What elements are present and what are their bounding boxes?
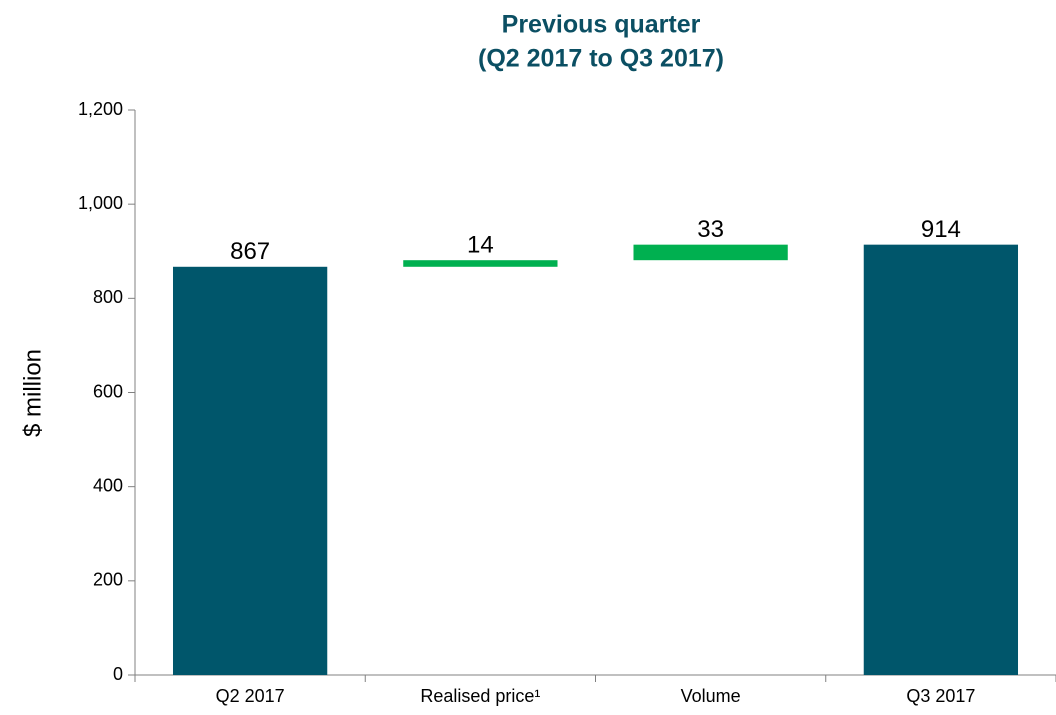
bar	[172, 266, 328, 675]
x-tick-label: Realised price¹	[420, 686, 540, 706]
y-tick-label: 1,000	[78, 193, 123, 213]
chart-subtitle: (Q2 2017 to Q3 2017)	[478, 45, 724, 73]
y-tick-label: 800	[93, 287, 123, 307]
bar	[633, 244, 788, 261]
y-tick-label: 0	[113, 664, 123, 684]
value-label: 914	[921, 216, 961, 243]
y-tick-label: 200	[93, 570, 123, 590]
value-label: 14	[467, 232, 494, 259]
chart-title: Previous quarter	[502, 11, 701, 39]
y-tick-label: 600	[93, 381, 123, 401]
y-axis-label: $ million	[19, 349, 46, 437]
x-tick-label: Volume	[681, 686, 741, 706]
bar	[863, 244, 1019, 676]
value-label: 867	[230, 238, 270, 265]
x-tick-label: Q2 2017	[216, 686, 285, 706]
y-tick-label: 1,200	[78, 99, 123, 119]
y-tick-label: 400	[93, 475, 123, 495]
x-tick-label: Q3 2017	[906, 686, 975, 706]
bar	[403, 260, 558, 267]
value-label: 33	[697, 216, 724, 243]
